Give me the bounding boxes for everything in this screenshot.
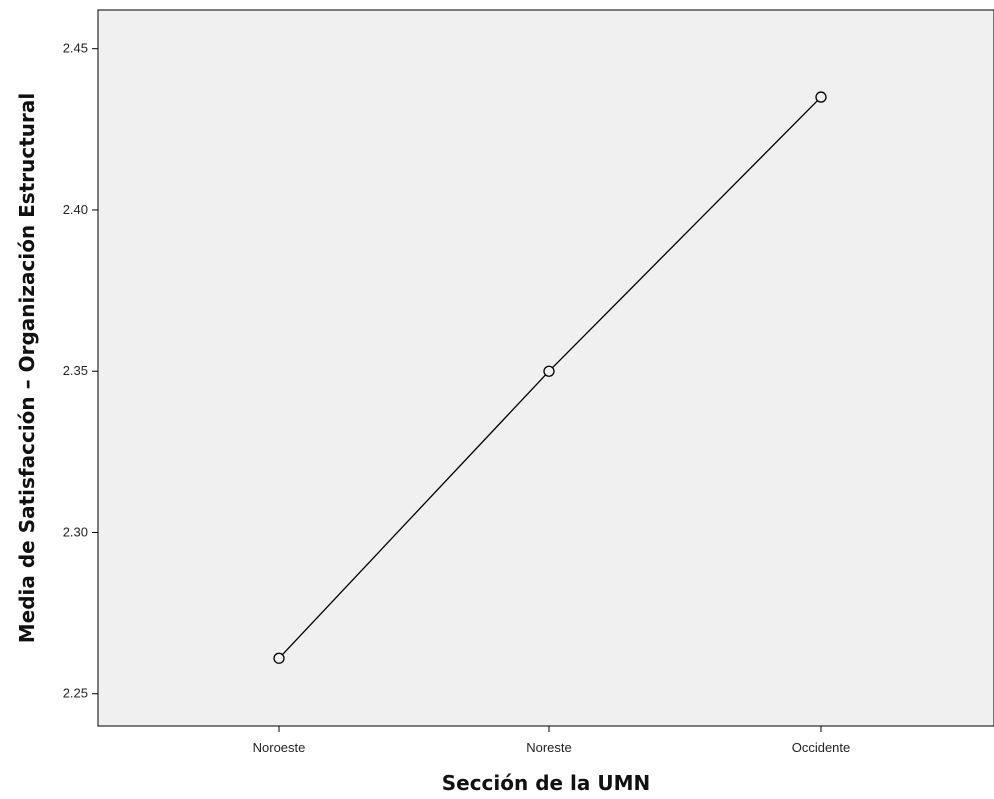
x-tick-label: Noreste: [526, 740, 572, 755]
data-point: [273, 652, 285, 664]
data-point: [543, 365, 555, 377]
y-tick-label: 2.40: [63, 202, 88, 217]
data-point: [815, 91, 827, 103]
x-tick-label: Noroeste: [253, 740, 306, 755]
x-axis-title: Sección de la UMN: [442, 771, 651, 795]
y-axis: 2.25 2.30 2.35 2.40 2.45: [63, 41, 98, 701]
y-tick-label: 2.25: [63, 686, 88, 701]
y-tick-label: 2.45: [63, 41, 88, 56]
x-axis: Noroeste Noreste Occidente: [253, 726, 851, 755]
y-tick-label: 2.30: [63, 524, 88, 539]
x-tick-label: Occidente: [792, 740, 851, 755]
y-tick-label: 2.35: [63, 363, 88, 378]
y-axis-title: Media de Satisfacción – Organización Est…: [15, 93, 39, 644]
data-markers: [273, 91, 827, 664]
